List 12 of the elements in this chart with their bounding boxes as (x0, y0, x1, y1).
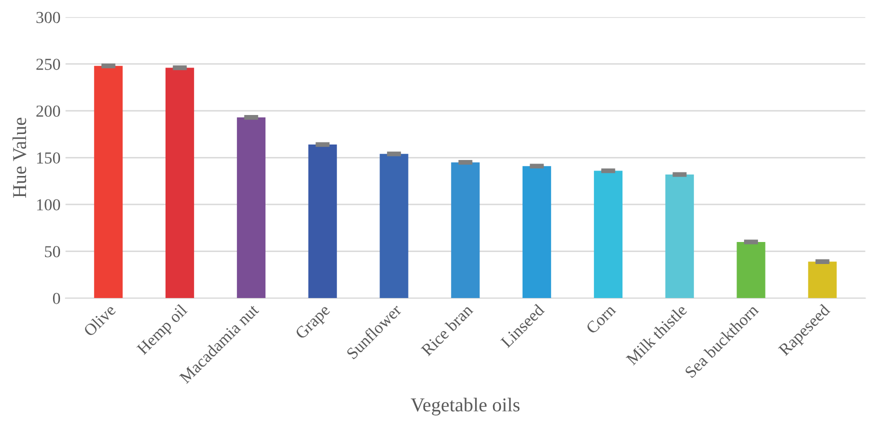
y-tick-label: 300 (36, 12, 60, 24)
y-tick-label: 250 (36, 58, 60, 70)
x-tick-label: Rice bran (420, 303, 474, 356)
y-tick-label: 100 (37, 199, 60, 210)
y-tick-label: 150 (37, 152, 60, 164)
x-tick-label: Corn (586, 304, 616, 334)
y-tick-label: 50 (44, 246, 60, 258)
y-tick-label: 0 (52, 292, 60, 304)
y-tick-label: 200 (36, 106, 60, 117)
y-axis-title: Hue Value (12, 118, 26, 198)
x-tick-label: Olive (82, 303, 116, 338)
x-axis-title: Vegetable oils (410, 398, 520, 416)
